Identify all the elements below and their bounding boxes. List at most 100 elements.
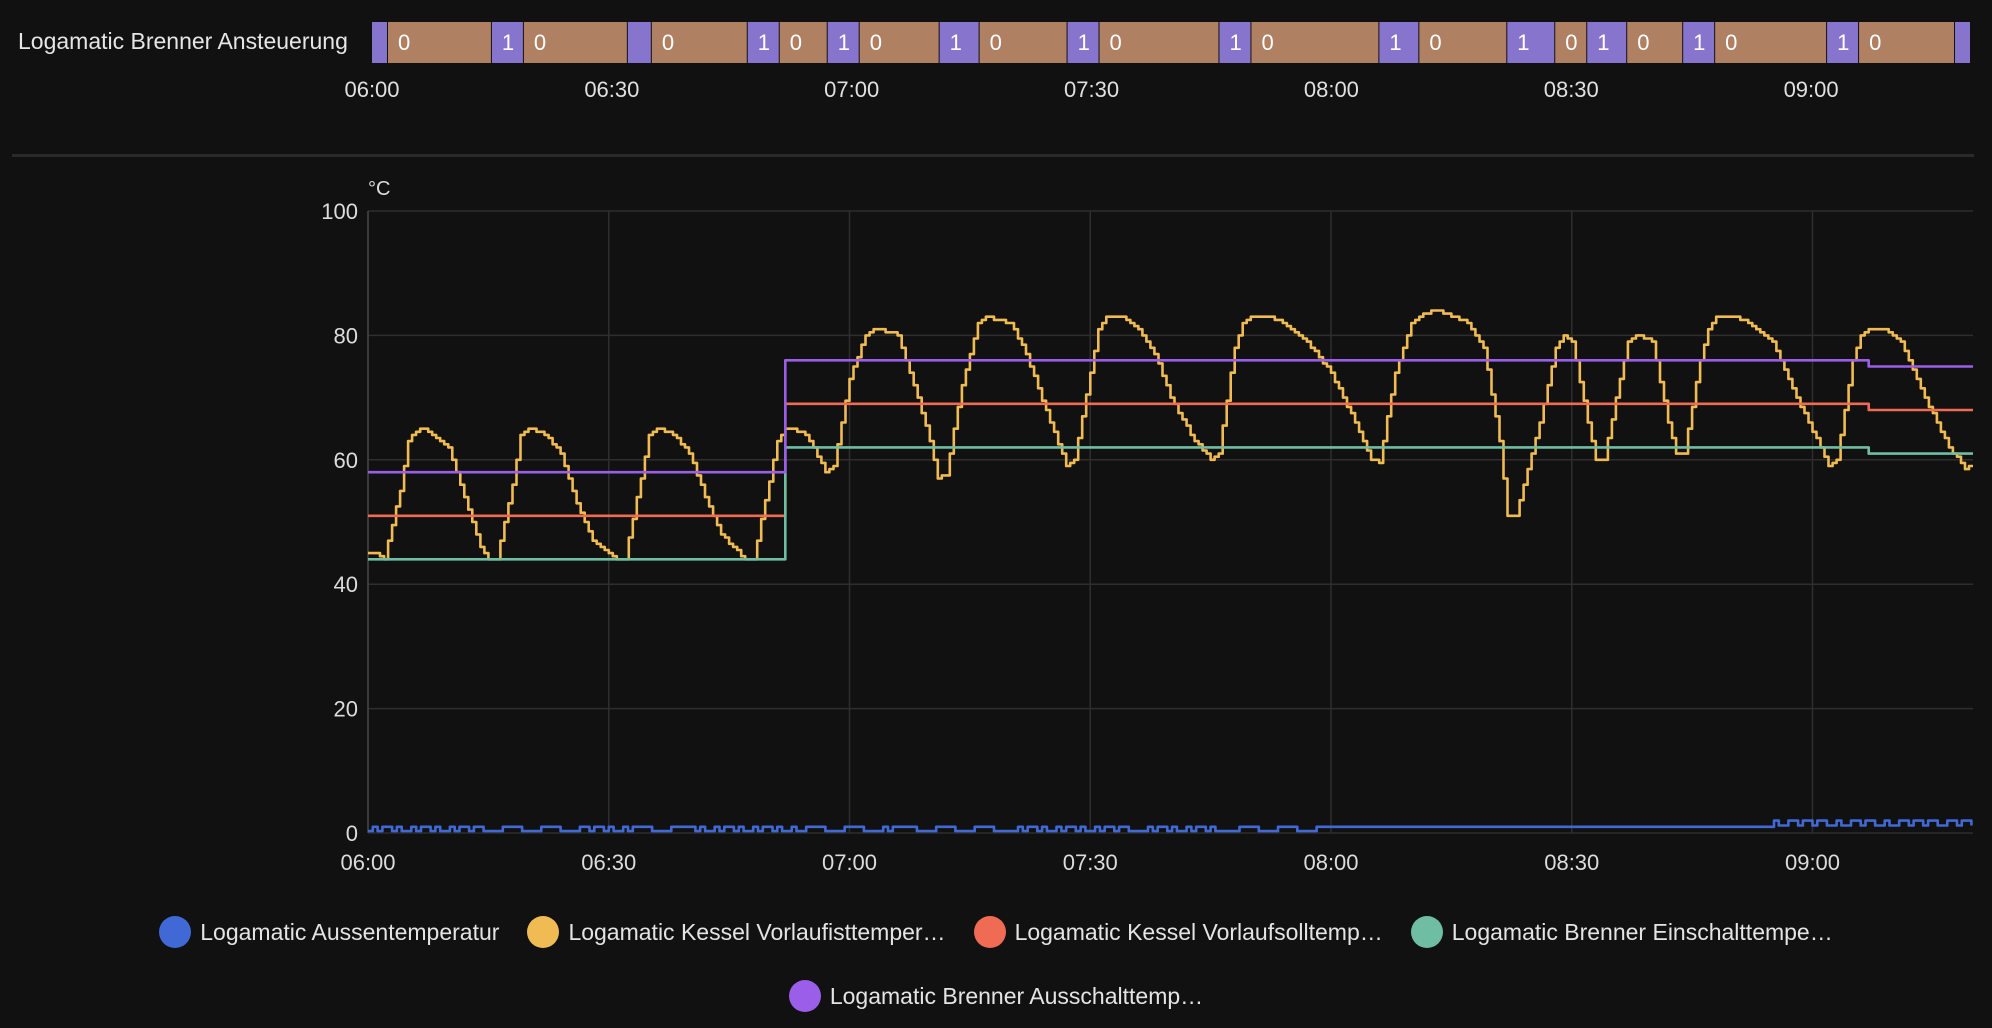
timeline-segment-label: 0: [990, 30, 1002, 55]
legend-item-brenner-ausschalt[interactable]: Logamatic Brenner Ausschalttemp…: [788, 980, 1204, 1012]
timeline-segment-label: 1: [1837, 30, 1849, 55]
legend-label: Logamatic Brenner Einschalttempe…: [1451, 918, 1833, 945]
timeline-segment: [1251, 22, 1379, 63]
timeline-segment: [779, 22, 827, 63]
timeline-segment: [1067, 22, 1099, 63]
timeline-segment: [1219, 22, 1251, 63]
series-line-1: [368, 819, 1973, 833]
legend-item-aussentemperatur[interactable]: Logamatic Aussentemperatur: [159, 916, 499, 948]
timeline-segment: [387, 22, 491, 63]
x-tick-label: 07:30: [1063, 850, 1118, 875]
timeline-segment: [1683, 22, 1715, 63]
chart-legend: Logamatic Aussentemperatur Logamatic Kes…: [0, 900, 1992, 1028]
legend-item-kessel-vorlaufist[interactable]: Logamatic Kessel Vorlaufisttemper…: [527, 916, 946, 948]
legend-label: Logamatic Kessel Vorlaufisttemper…: [568, 918, 946, 945]
y-tick-label: 60: [334, 448, 358, 473]
timeline-segment: [372, 22, 387, 63]
section-divider: [12, 154, 1974, 157]
timeline-segment-label: 1: [1389, 30, 1401, 55]
timeline-x-tick-label: 06:30: [584, 77, 639, 102]
timeline-segment: [827, 22, 859, 63]
legend-label: Logamatic Aussentemperatur: [200, 918, 500, 945]
series-line-2: [368, 309, 1973, 561]
timeline-x-tick-label: 06:00: [344, 77, 399, 102]
timeline-segment: [1379, 22, 1419, 63]
y-tick-label: 100: [321, 199, 358, 224]
timeline-segment-label: 0: [1110, 30, 1122, 55]
timeline-segment-label: 1: [1517, 30, 1529, 55]
timeline-x-tick-label: 07:30: [1064, 77, 1119, 102]
legend-row-1: Logamatic Aussentemperatur Logamatic Kes…: [0, 900, 1992, 964]
timeline-segment-label: 1: [502, 30, 514, 55]
y-tick-label: 80: [334, 323, 358, 348]
timeline-segment-label: 0: [790, 30, 802, 55]
y-tick-label: 20: [334, 697, 358, 722]
timeline-segment-label: 0: [1261, 30, 1273, 55]
timeline-segment-label: 0: [870, 30, 882, 55]
x-tick-label: 08:30: [1544, 850, 1599, 875]
timeline-label: Logamatic Brenner Ansteuerung: [18, 28, 348, 54]
legend-color-dot: [788, 980, 821, 1012]
legend-color-dot: [973, 916, 1006, 948]
y-axis-unit-label: °C: [368, 178, 390, 200]
series-line-3: [368, 402, 1973, 518]
timeline-segment: [1955, 22, 1970, 63]
legend-item-kessel-vorlaufsoll[interactable]: Logamatic Kessel Vorlaufsolltemp…: [973, 916, 1383, 948]
y-tick-label: 40: [334, 572, 358, 597]
x-tick-label: 09:00: [1785, 850, 1840, 875]
timeline-segment-label: 0: [534, 30, 546, 55]
timeline-segment: [1099, 22, 1219, 63]
timeline-segment: [1587, 22, 1627, 63]
timeline-segment: [1507, 22, 1555, 63]
legend-color-dot: [1410, 916, 1443, 948]
chart-grid: [367, 210, 1973, 834]
x-tick-label: 07:00: [822, 850, 877, 875]
series-line-5: [368, 359, 1973, 474]
legend-row-2: Logamatic Brenner Ausschalttemp…: [0, 964, 1992, 1028]
timeline-segment: [1827, 22, 1859, 63]
timeline-x-tick-label: 08:30: [1544, 77, 1599, 102]
timeline-segment-label: 0: [662, 30, 674, 55]
series-line-4: [368, 446, 1973, 561]
timeline-x-tick-label: 09:00: [1784, 77, 1839, 102]
x-tick-label: 06:00: [340, 850, 395, 875]
timeline-x-tick-label: 07:00: [824, 77, 879, 102]
x-tick-label: 06:30: [581, 850, 636, 875]
timeline-segment: [523, 22, 627, 63]
burner-state-timeline[interactable]: 0 1 0 0 1 0 1 0 1 0 1 0 1 0 1 0 1 0 1 0 1 0 1 006:00 06:30 07:00 0…: [0, 0, 1992, 130]
timeline-segment-label: 1: [758, 30, 770, 55]
timeline-segment: [747, 22, 779, 63]
timeline-segment: [1419, 22, 1507, 63]
x-tick-label: 08:00: [1303, 850, 1358, 875]
legend-item-brenner-einschalt[interactable]: Logamatic Brenner Einschalttempe…: [1410, 916, 1833, 948]
timeline-segment-label: 0: [398, 30, 410, 55]
timeline-x-tick-label: 08:00: [1304, 77, 1359, 102]
legend-color-dot: [159, 916, 192, 948]
timeline-segment: [939, 22, 979, 63]
timeline-segment: [979, 22, 1067, 63]
legend-color-dot: [527, 916, 560, 948]
timeline-segment-label: 1: [1693, 30, 1705, 55]
timeline-segment: [1555, 22, 1587, 63]
timeline-segment-label: 0: [1565, 30, 1577, 55]
timeline-segment-label: 1: [1597, 30, 1609, 55]
timeline-segment-label: 0: [1429, 30, 1441, 55]
timeline-segment: [491, 22, 523, 63]
timeline-segment: [1715, 22, 1827, 63]
timeline-segment: [651, 22, 747, 63]
timeline-segment: [1859, 22, 1955, 63]
timeline-segment-label: 1: [838, 30, 850, 55]
timeline-segment-label: 1: [950, 30, 962, 55]
timeline-segment: [627, 22, 651, 63]
timeline-segment-label: 0: [1725, 30, 1737, 55]
timeline-segment: [859, 22, 939, 63]
legend-label: Logamatic Kessel Vorlaufsolltemp…: [1014, 918, 1383, 945]
legend-label: Logamatic Brenner Ausschalttemp…: [829, 982, 1204, 1009]
timeline-segment-label: 1: [1229, 30, 1241, 55]
y-tick-label: 0: [346, 821, 358, 846]
timeline-segment-label: 1: [1078, 30, 1090, 55]
timeline-segment: [1627, 22, 1683, 63]
timeline-segment-label: 0: [1869, 30, 1881, 55]
timeline-segment-label: 0: [1637, 30, 1649, 55]
